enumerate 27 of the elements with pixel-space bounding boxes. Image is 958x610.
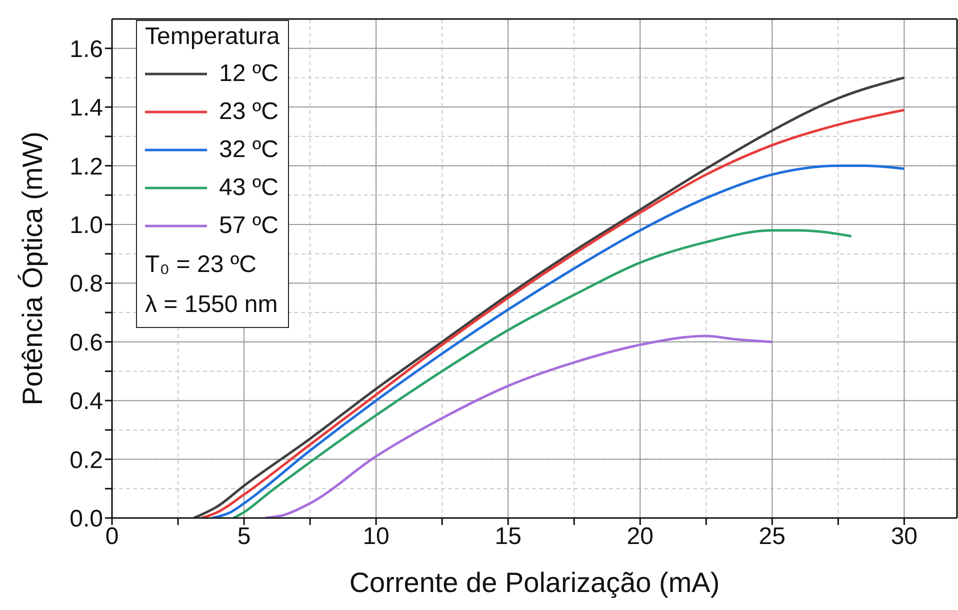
annotation: λ = 1550 nm	[145, 290, 279, 320]
annotation: T₀ = 23 ºC	[145, 250, 258, 280]
x-tick-label: 0	[105, 523, 119, 550]
x-tick-label: 25	[758, 523, 786, 550]
x-tick-label: 10	[362, 523, 390, 550]
x-tick-label: 5	[237, 523, 251, 550]
y-tick-label: 1.2	[70, 153, 103, 180]
y-tick-label: 0.4	[70, 388, 103, 416]
y-tick-label: 1.4	[70, 94, 103, 122]
legend-label: 12 ºC	[219, 60, 278, 88]
legend-label: 23 ºC	[219, 98, 278, 126]
y-tick-label: 1.6	[70, 36, 103, 63]
y-tick-label: 0.2	[70, 446, 103, 474]
x-tick-label: 30	[890, 523, 918, 550]
y-tick-label: 1.0	[70, 212, 103, 239]
y-axis-title: Potência Óptica (mW)	[16, 132, 48, 406]
line-series	[264, 334, 774, 518]
legend-label: 32 ºC	[219, 136, 278, 164]
x-tick-label: 15	[494, 523, 522, 550]
x-axis-title: Corrente de Polarização (mA)	[349, 567, 720, 598]
y-tick-label: 0.0	[70, 506, 103, 533]
legend-label: 43 ºC	[219, 174, 278, 202]
x-tick-label: 20	[626, 523, 654, 550]
legend-title: Temperatura	[145, 23, 280, 51]
y-tick-label: 0.8	[70, 270, 103, 298]
y-tick-label: 0.6	[70, 329, 103, 356]
legend-label: 57 ºC	[219, 212, 278, 240]
